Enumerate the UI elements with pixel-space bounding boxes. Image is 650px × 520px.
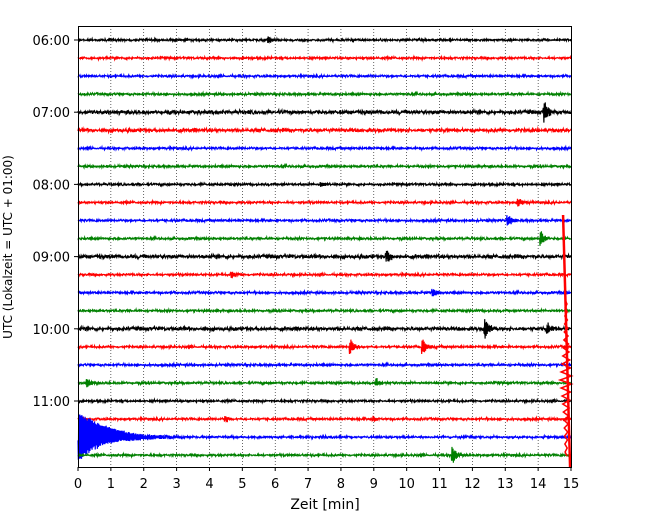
trace-layer (77, 36, 572, 463)
x-tick-label-15: 15 (563, 477, 580, 492)
trace-09:00 (77, 250, 572, 262)
trace-07:00 (77, 102, 572, 123)
trace-10:30 (77, 361, 572, 369)
trace-06:45 (77, 90, 572, 98)
x-tick-label-12: 12 (464, 477, 481, 492)
x-tick-label-1: 1 (107, 477, 115, 492)
x-tick-label-0: 0 (74, 477, 82, 492)
x-tick-label-5: 5 (238, 477, 246, 492)
y-tick-label-3: 09:00 (33, 251, 70, 266)
y-axis-label: UTC (Lokalzeit = UTC + 01:00) (1, 155, 15, 339)
trace-10:45 (77, 378, 572, 388)
large-spike (561, 214, 572, 468)
trace-06:30 (77, 72, 572, 80)
y-tick-label-4: 10:00 (33, 323, 70, 338)
y-tick-label-2: 08:00 (33, 178, 70, 193)
x-tick-label-9: 9 (370, 477, 378, 492)
x-tick-label-7: 7 (304, 477, 312, 492)
x-tick-label-11: 11 (431, 477, 448, 492)
large-spike-oscillation (557, 299, 574, 457)
trace-10:00 (77, 319, 572, 339)
trace-07:45 (77, 162, 572, 170)
spike-layer (557, 214, 574, 468)
trace-10:15 (77, 339, 572, 355)
y-tick-label-5: 11:00 (33, 395, 70, 410)
trace-11:45 (77, 446, 572, 463)
x-tick-label-3: 3 (172, 477, 180, 492)
trace-09:15 (77, 270, 572, 279)
trace-08:45 (77, 231, 572, 246)
plot-frame (78, 26, 572, 468)
y-tick-label-0: 06:00 (33, 34, 70, 49)
x-tick-label-10: 10 (398, 477, 415, 492)
trace-09:30 (77, 288, 572, 297)
trace-07:30 (77, 144, 572, 152)
x-tick-label-6: 6 (271, 477, 279, 492)
trace-06:15 (77, 54, 572, 62)
y-axis: 06:00 07:00 08:00 09:00 10:00 11:00 (33, 34, 78, 410)
x-tick-label-2: 2 (140, 477, 148, 492)
trace-08:30 (77, 215, 572, 226)
trace-09:45 (77, 307, 572, 315)
x-axis: 0 1 2 3 4 5 6 7 8 9 10 11 12 13 14 15 (74, 467, 579, 492)
trace-07:15 (77, 125, 572, 135)
x-tick-label-14: 14 (530, 477, 547, 492)
trace-06:00 (77, 36, 572, 44)
x-tick-label-4: 4 (205, 477, 213, 492)
y-tick-label-1: 07:00 (33, 106, 70, 121)
trace-11:30 (77, 414, 572, 460)
trace-08:00 (77, 180, 572, 189)
x-axis-label: Zeit [min] (290, 497, 359, 513)
x-tick-label-8: 8 (337, 477, 345, 492)
trace-11:00 (77, 397, 572, 405)
trace-11:15 (77, 415, 572, 423)
x-tick-label-13: 13 (497, 477, 514, 492)
trace-08:15 (77, 198, 572, 207)
